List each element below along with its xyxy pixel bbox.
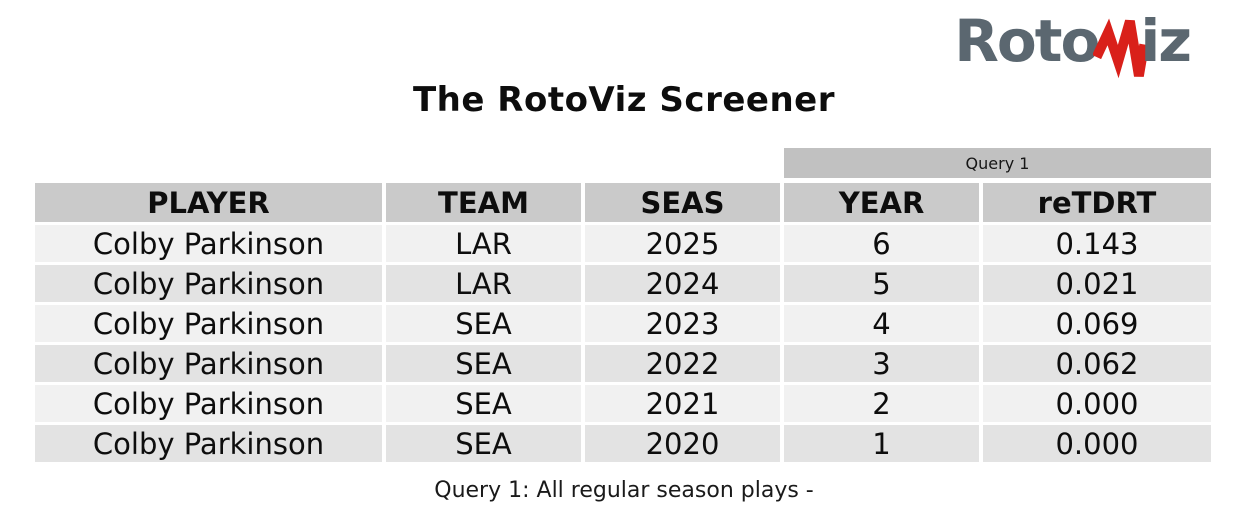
cell-year: 5	[784, 265, 979, 302]
cell-player: Colby Parkinson	[35, 385, 382, 422]
cell-seas: 2021	[585, 385, 780, 422]
table-row: Colby Parkinson LAR 2024 5 0.021	[35, 265, 1211, 302]
table-body: Colby Parkinson LAR 2025 6 0.143 Colby P…	[35, 225, 1211, 462]
cell-player: Colby Parkinson	[35, 225, 382, 262]
column-header-year: YEAR	[784, 183, 979, 222]
column-header-seas: SEAS	[585, 183, 780, 222]
screener-table: Query 1 PLAYER TEAM SEAS YEAR reTDRT Col…	[35, 148, 1211, 462]
column-header-team: TEAM	[386, 183, 581, 222]
cell-team: SEA	[386, 425, 581, 462]
cell-seas: 2023	[585, 305, 780, 342]
cell-retdrt: 0.000	[983, 425, 1211, 462]
cell-retdrt: 0.000	[983, 385, 1211, 422]
cell-year: 6	[784, 225, 979, 262]
cell-player: Colby Parkinson	[35, 265, 382, 302]
cell-seas: 2020	[585, 425, 780, 462]
table-row: Colby Parkinson SEA 2021 2 0.000	[35, 385, 1211, 422]
cell-year: 3	[784, 345, 979, 382]
table-caption: Query 1: All regular season plays -	[434, 478, 814, 503]
query-group-header: Query 1	[784, 148, 1211, 178]
column-header-player: PLAYER	[35, 183, 382, 222]
logo-word-iz: iz	[1140, 7, 1192, 75]
table-row: Colby Parkinson SEA 2022 3 0.062	[35, 345, 1211, 382]
cell-retdrt: 0.143	[983, 225, 1211, 262]
cell-seas: 2022	[585, 345, 780, 382]
logo-word-roto: Roto	[954, 7, 1100, 75]
table-row: Colby Parkinson SEA 2020 1 0.000	[35, 425, 1211, 462]
column-header-retdrt: reTDRT	[983, 183, 1211, 222]
cell-team: SEA	[386, 385, 581, 422]
page-title: The RotoViz Screener	[412, 80, 835, 120]
cell-player: Colby Parkinson	[35, 345, 382, 382]
cell-retdrt: 0.062	[983, 345, 1211, 382]
cell-team: LAR	[386, 265, 581, 302]
cell-team: LAR	[386, 225, 581, 262]
cell-year: 1	[784, 425, 979, 462]
cell-team: SEA	[386, 305, 581, 342]
cell-retdrt: 0.069	[983, 305, 1211, 342]
pulse-v-icon	[1093, 18, 1148, 79]
cell-team: SEA	[386, 345, 581, 382]
table-row: Colby Parkinson SEA 2023 4 0.069	[35, 305, 1211, 342]
cell-year: 2	[784, 385, 979, 422]
cell-seas: 2024	[585, 265, 780, 302]
cell-year: 4	[784, 305, 979, 342]
table-row: Colby Parkinson LAR 2025 6 0.143	[35, 225, 1211, 262]
cell-player: Colby Parkinson	[35, 305, 382, 342]
table-header-row: PLAYER TEAM SEAS YEAR reTDRT	[35, 183, 1211, 222]
query-group-row: Query 1	[35, 148, 1211, 178]
cell-retdrt: 0.021	[983, 265, 1211, 302]
cell-player: Colby Parkinson	[35, 425, 382, 462]
rotoviz-logo: Roto iz	[954, 6, 1192, 79]
cell-seas: 2025	[585, 225, 780, 262]
